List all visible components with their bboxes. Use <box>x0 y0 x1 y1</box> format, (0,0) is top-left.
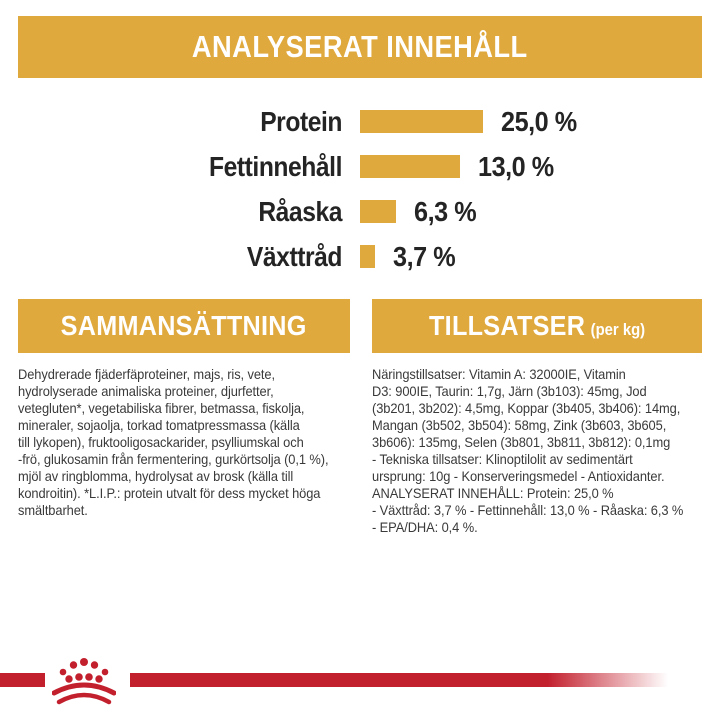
nutrient-bar <box>360 110 483 133</box>
composition-section-header: SAMMANSÄTTNING <box>18 299 350 353</box>
footer-red-stripe <box>0 673 670 687</box>
nutrient-bar <box>360 200 396 223</box>
nutrient-label: Protein <box>260 105 342 137</box>
additives-per-kg-label: (per kg) <box>590 321 646 339</box>
nutrient-label: Råaska <box>258 195 342 227</box>
nutrient-row-fat: Fettinnehåll 13,0 % <box>0 144 720 189</box>
royal-canin-crown-logo <box>52 658 116 705</box>
nutrient-bar <box>360 245 375 268</box>
nutrient-row-protein: Protein 25,0 % <box>0 99 720 144</box>
nutrient-row-ash: Råaska 6,3 % <box>0 189 720 234</box>
additives-heading: TILLSATSER <box>428 310 586 341</box>
nutrient-bar <box>360 155 460 178</box>
additives-text: Näringstillsatser: Vitamin A: 32000IE, V… <box>372 366 684 535</box>
composition-text: Dehydrerade fjäderfäproteiner, majs, ris… <box>18 366 329 518</box>
nutrient-bar-chart: Protein 25,0 % Fettinnehåll 13,0 % Råask… <box>0 99 720 279</box>
analysis-header-bar: ANALYSERAT INNEHÅLL <box>18 16 702 78</box>
nutrient-label: Växttråd <box>246 240 343 272</box>
nutrient-value: 13,0 % <box>478 150 554 182</box>
nutrient-value: 3,7 % <box>393 240 456 272</box>
nutrient-value: 25,0 % <box>501 105 577 137</box>
additives-section-header: TILLSATSER (per kg) <box>372 299 702 353</box>
nutrient-value: 6,3 % <box>414 195 477 227</box>
analysis-header-title: ANALYSERAT INNEHÅLL <box>192 29 528 64</box>
nutrient-row-fibre: Växttråd 3,7 % <box>0 234 720 279</box>
composition-heading: SAMMANSÄTTNING <box>61 310 307 341</box>
nutrient-label: Fettinnehåll <box>209 150 342 182</box>
